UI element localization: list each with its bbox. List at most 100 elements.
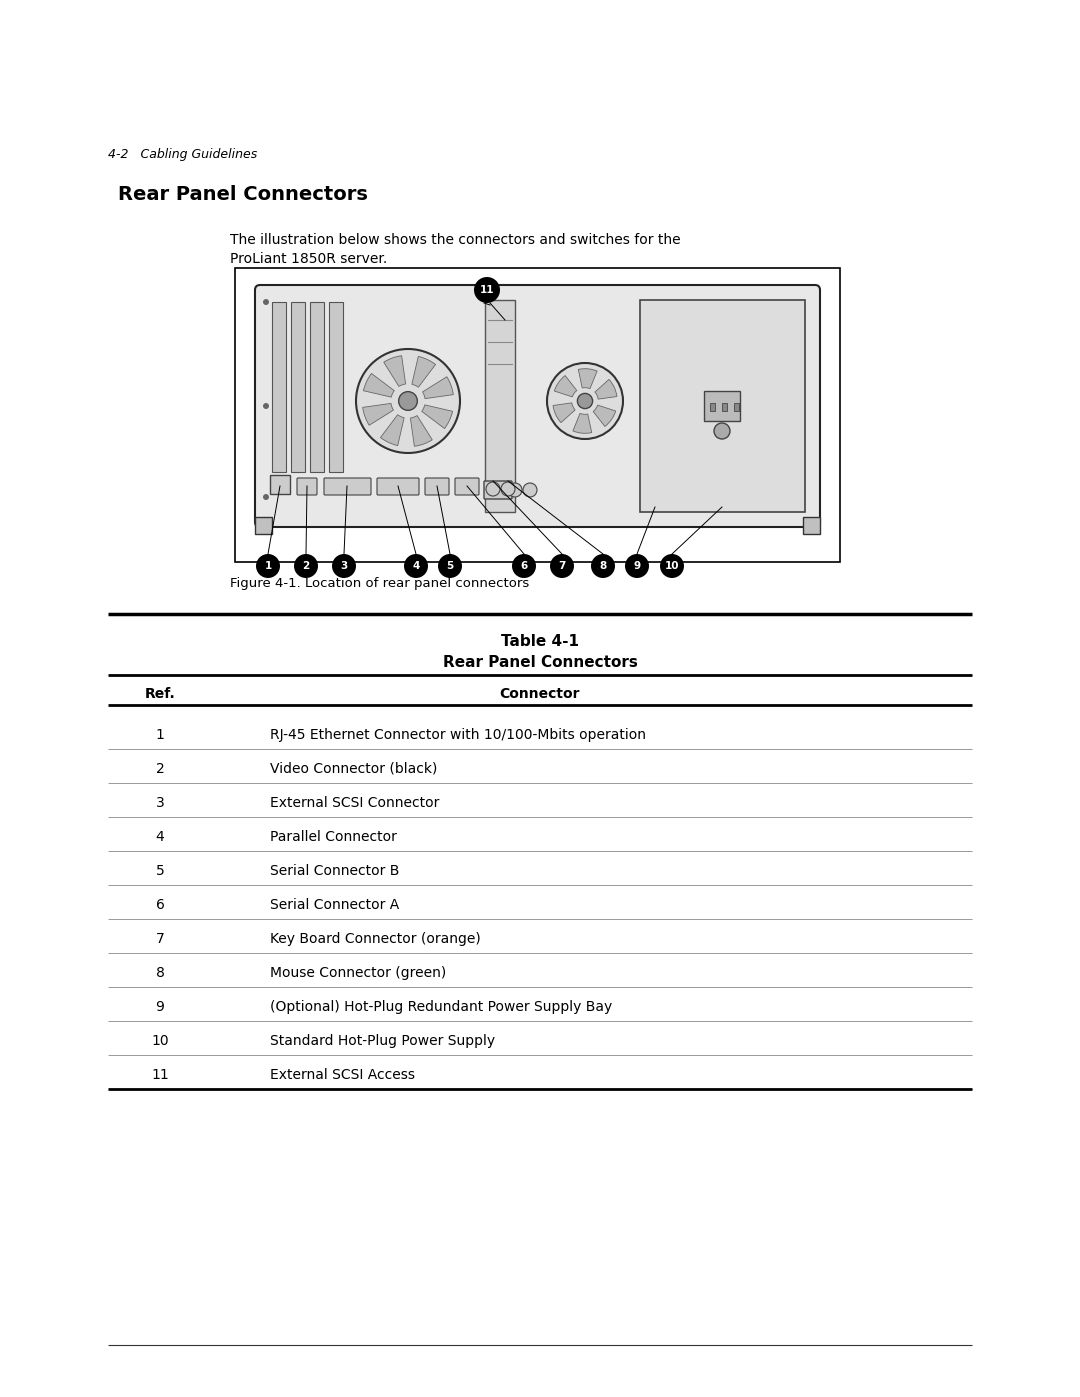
Wedge shape — [363, 373, 394, 397]
Text: 1: 1 — [265, 562, 272, 571]
Text: Key Board Connector (orange): Key Board Connector (orange) — [270, 932, 481, 946]
Circle shape — [512, 555, 536, 578]
Text: 7: 7 — [558, 562, 566, 571]
Text: 9: 9 — [156, 1000, 164, 1014]
Circle shape — [660, 555, 684, 578]
Text: 8: 8 — [599, 562, 607, 571]
Wedge shape — [380, 415, 404, 446]
Bar — [270, 475, 291, 495]
Text: Video Connector (black): Video Connector (black) — [270, 761, 437, 775]
Circle shape — [404, 555, 428, 578]
Circle shape — [591, 555, 615, 578]
Text: Table 4-1: Table 4-1 — [501, 634, 579, 650]
Circle shape — [578, 394, 593, 408]
Text: 3: 3 — [156, 796, 164, 810]
Bar — [704, 391, 740, 420]
FancyBboxPatch shape — [255, 285, 820, 527]
FancyBboxPatch shape — [324, 478, 372, 495]
Circle shape — [486, 482, 500, 496]
Circle shape — [546, 363, 623, 439]
Circle shape — [264, 402, 269, 409]
Bar — [329, 302, 343, 472]
Bar — [723, 402, 727, 411]
Text: 5: 5 — [446, 562, 454, 571]
Text: Standard Hot-Plug Power Supply: Standard Hot-Plug Power Supply — [270, 1034, 495, 1048]
Circle shape — [523, 483, 537, 497]
Bar — [310, 302, 324, 472]
Circle shape — [294, 555, 318, 578]
Text: 1: 1 — [156, 728, 164, 742]
Circle shape — [550, 555, 573, 578]
Text: Rear Panel Connectors: Rear Panel Connectors — [118, 184, 368, 204]
Wedge shape — [363, 404, 393, 425]
Circle shape — [356, 349, 460, 453]
Circle shape — [264, 495, 269, 500]
Wedge shape — [578, 369, 597, 388]
Bar — [291, 302, 305, 472]
Text: 2: 2 — [156, 761, 164, 775]
Text: 10: 10 — [665, 562, 679, 571]
Text: Serial Connector A: Serial Connector A — [270, 898, 400, 912]
Circle shape — [264, 299, 269, 305]
Wedge shape — [554, 376, 577, 397]
Text: Connector: Connector — [500, 687, 580, 701]
Bar — [710, 402, 715, 411]
Wedge shape — [593, 405, 616, 426]
Circle shape — [438, 555, 462, 578]
Circle shape — [256, 555, 280, 578]
Text: 11: 11 — [151, 1067, 168, 1083]
Wedge shape — [383, 356, 406, 387]
Wedge shape — [411, 356, 435, 387]
Circle shape — [501, 482, 515, 496]
Circle shape — [714, 423, 730, 439]
Polygon shape — [804, 517, 820, 534]
Text: 4-2   Cabling Guidelines: 4-2 Cabling Guidelines — [108, 148, 257, 161]
FancyBboxPatch shape — [484, 481, 512, 499]
Text: Serial Connector B: Serial Connector B — [270, 863, 400, 877]
Text: 7: 7 — [156, 932, 164, 946]
Circle shape — [399, 391, 417, 411]
Text: 5: 5 — [156, 863, 164, 877]
Text: 10: 10 — [151, 1034, 168, 1048]
Text: (Optional) Hot-Plug Redundant Power Supply Bay: (Optional) Hot-Plug Redundant Power Supp… — [270, 1000, 612, 1014]
Text: Ref.: Ref. — [145, 687, 175, 701]
Circle shape — [474, 277, 500, 303]
Text: 8: 8 — [156, 965, 164, 981]
Text: The illustration below shows the connectors and switches for the: The illustration below shows the connect… — [230, 233, 680, 247]
Text: Parallel Connector: Parallel Connector — [270, 830, 396, 844]
Polygon shape — [255, 517, 272, 534]
Wedge shape — [421, 405, 453, 429]
Circle shape — [332, 555, 356, 578]
Text: Mouse Connector (green): Mouse Connector (green) — [270, 965, 446, 981]
Text: 6: 6 — [156, 898, 164, 912]
Bar — [235, 268, 840, 562]
Bar — [485, 300, 515, 511]
Bar — [272, 302, 286, 472]
Wedge shape — [553, 402, 576, 423]
Wedge shape — [595, 380, 617, 400]
FancyBboxPatch shape — [377, 478, 419, 495]
Text: 6: 6 — [521, 562, 528, 571]
Circle shape — [508, 483, 522, 497]
Text: Rear Panel Connectors: Rear Panel Connectors — [443, 655, 637, 671]
FancyBboxPatch shape — [426, 478, 449, 495]
Text: 4: 4 — [413, 562, 420, 571]
Text: External SCSI Connector: External SCSI Connector — [270, 796, 440, 810]
Text: External SCSI Access: External SCSI Access — [270, 1067, 415, 1083]
FancyBboxPatch shape — [455, 478, 480, 495]
Text: 3: 3 — [340, 562, 348, 571]
Wedge shape — [410, 415, 432, 446]
Bar — [640, 300, 805, 511]
Wedge shape — [572, 414, 592, 433]
Circle shape — [625, 555, 649, 578]
FancyBboxPatch shape — [297, 478, 318, 495]
Text: ProLiant 1850R server.: ProLiant 1850R server. — [230, 251, 388, 265]
Text: 11: 11 — [480, 285, 495, 295]
Text: Figure 4-1. Location of rear panel connectors: Figure 4-1. Location of rear panel conne… — [230, 577, 529, 590]
Wedge shape — [422, 377, 454, 398]
Text: RJ-45 Ethernet Connector with 10/100-Mbits operation: RJ-45 Ethernet Connector with 10/100-Mbi… — [270, 728, 646, 742]
Bar — [734, 402, 739, 411]
Text: 9: 9 — [634, 562, 640, 571]
Text: 4: 4 — [156, 830, 164, 844]
Text: 2: 2 — [302, 562, 310, 571]
